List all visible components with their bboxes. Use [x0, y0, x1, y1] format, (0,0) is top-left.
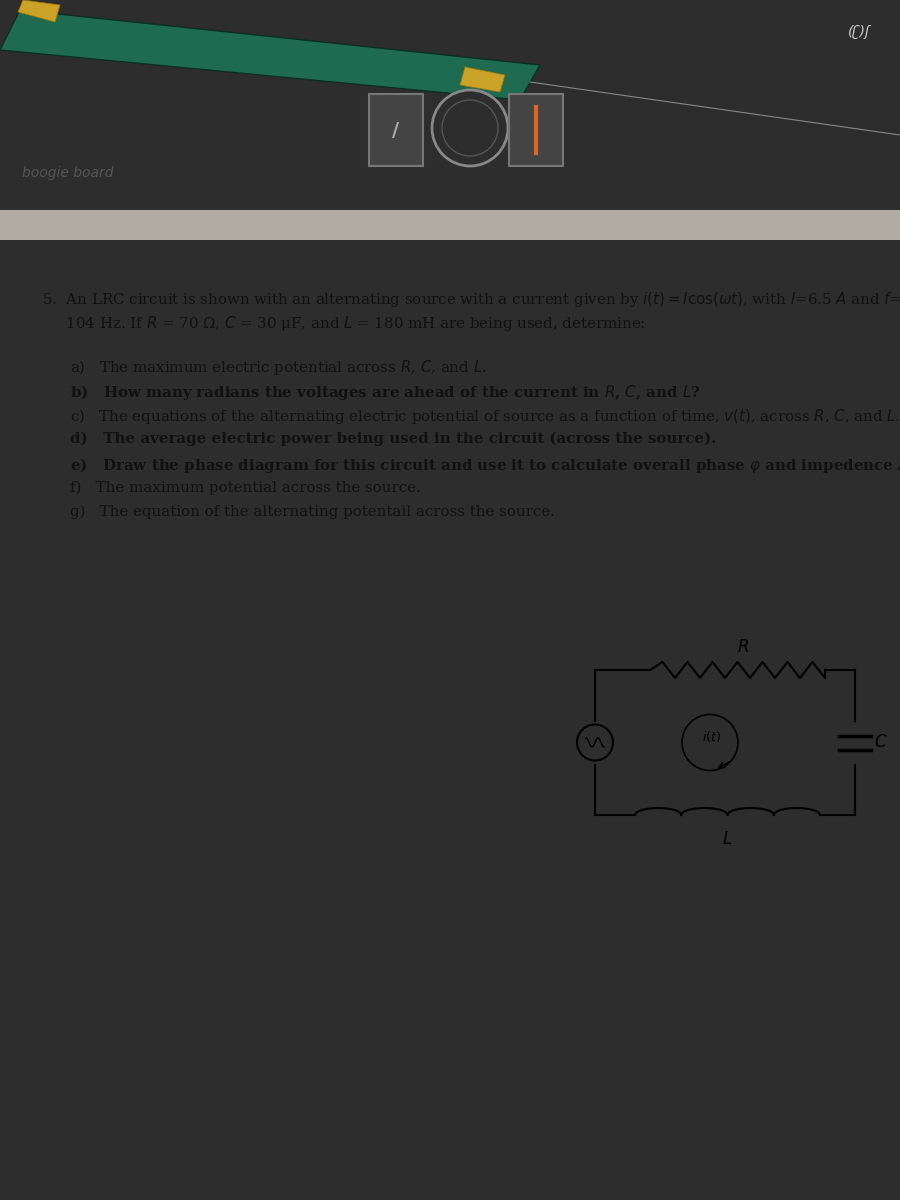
- FancyBboxPatch shape: [509, 94, 563, 166]
- Text: e)   Draw the phase diagram for this circuit and use it to calculate overall pha: e) Draw the phase diagram for this circu…: [70, 456, 900, 475]
- Text: g)   The equation of the alternating potentail across the source.: g) The equation of the alternating poten…: [70, 505, 555, 520]
- Text: a)   The maximum electric potential across $R$, $C$, and $L$.: a) The maximum electric potential across…: [70, 358, 487, 377]
- Text: (ʗ)ʃ: (ʗ)ʃ: [848, 25, 870, 38]
- FancyBboxPatch shape: [0, 210, 900, 240]
- Text: $i(t)$: $i(t)$: [703, 728, 722, 744]
- Text: 5.  An LRC circuit is shown with an alternating source with a current given by $: 5. An LRC circuit is shown with an alter…: [42, 290, 900, 308]
- Text: $R$: $R$: [736, 638, 749, 656]
- Circle shape: [442, 100, 498, 156]
- Text: $L$: $L$: [723, 830, 733, 848]
- Text: 104 Hz. If $R$ = 70 Ω, $C$ = 30 μF, and $L$ = 180 mH are being used, determine:: 104 Hz. If $R$ = 70 Ω, $C$ = 30 μF, and …: [42, 314, 645, 332]
- Text: boogie board: boogie board: [22, 166, 113, 180]
- Polygon shape: [0, 10, 540, 100]
- Text: d)   The average electric power being used in the circuit (across the source).: d) The average electric power being used…: [70, 432, 716, 446]
- Text: b)   How many radians the voltages are ahead of the current in $R$, $C$, and $L$: b) How many radians the voltages are ahe…: [70, 383, 700, 402]
- Text: f)   The maximum potential across the source.: f) The maximum potential across the sour…: [70, 480, 421, 494]
- Polygon shape: [18, 0, 60, 22]
- Circle shape: [432, 90, 508, 166]
- FancyBboxPatch shape: [369, 94, 423, 166]
- Text: $C$: $C$: [874, 734, 887, 751]
- Polygon shape: [460, 67, 505, 92]
- Text: /: /: [392, 120, 400, 139]
- Text: c)   The equations of the alternating electric potential of source as a function: c) The equations of the alternating elec…: [70, 407, 900, 426]
